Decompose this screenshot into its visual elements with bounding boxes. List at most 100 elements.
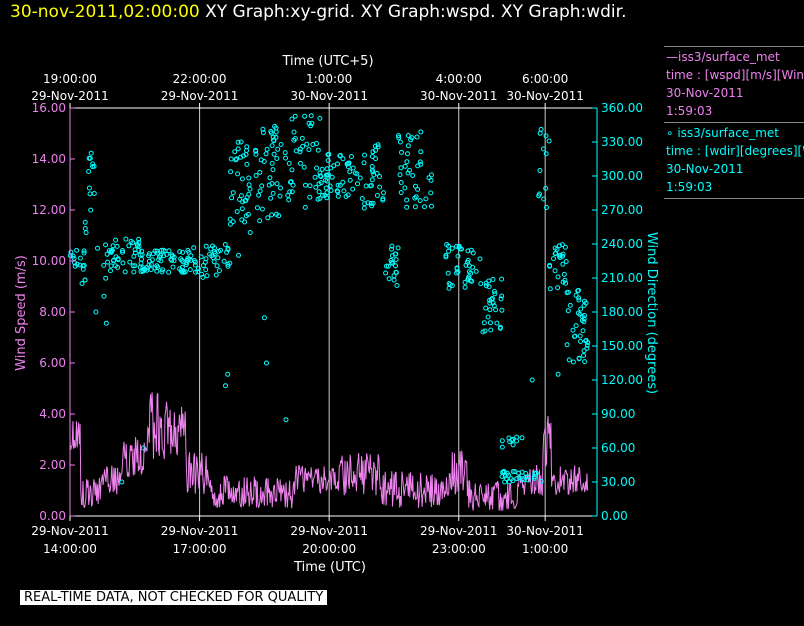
wind-direction-point — [283, 155, 288, 161]
wind-direction-point — [297, 160, 303, 166]
wind-direction-point — [418, 149, 424, 155]
wind-direction-point — [101, 262, 107, 268]
wind-direction-point — [502, 473, 508, 479]
wind-direction-point — [575, 310, 581, 316]
wind-direction-point — [477, 256, 483, 262]
wind-direction-point — [269, 143, 275, 149]
wind-direction-point — [91, 191, 97, 196]
x-top-tick-time: 22:00:00 — [173, 72, 227, 86]
wind-direction-point — [319, 166, 325, 172]
wind-direction-point — [352, 170, 358, 176]
title-graph-list: XY Graph:xy-grid. XY Graph:wspd. XY Grap… — [199, 2, 627, 22]
wind-direction-point — [154, 268, 160, 274]
x-bottom-axis-label: Time (UTC) — [293, 560, 366, 575]
wind-direction-point — [237, 196, 242, 202]
wind-direction-point — [377, 174, 382, 179]
legend-wspd-variable: time : [wspd][m/s][Wind — [666, 68, 804, 82]
wind-direction-point — [584, 342, 590, 348]
wind-direction-point — [177, 249, 183, 255]
wind-direction-point — [235, 171, 241, 177]
wind-direction-point — [239, 176, 245, 182]
wind-direction-point — [329, 174, 335, 180]
wind-direction-point — [105, 259, 111, 265]
wind-direction-point — [158, 258, 164, 264]
wind-direction-point — [289, 116, 295, 122]
wind-direction-point — [573, 292, 579, 298]
wind-direction-point — [211, 259, 217, 265]
wind-direction-point — [113, 254, 119, 260]
wind-direction-point — [555, 285, 561, 291]
wind-direction-point — [392, 251, 398, 257]
wind-direction-point — [138, 269, 144, 274]
wind-direction-point — [486, 284, 492, 290]
wind-direction-point — [459, 246, 464, 252]
wind-direction-point — [538, 478, 544, 484]
wind-direction-point — [514, 434, 520, 440]
wind-direction-point — [91, 163, 97, 169]
wind-direction-point — [138, 260, 144, 266]
wind-direction-point — [563, 259, 569, 264]
wind-direction-point — [396, 135, 402, 141]
wind-direction-point — [374, 193, 380, 198]
wind-direction-point — [70, 253, 76, 259]
wind-direction-point — [264, 360, 269, 366]
x-bottom-tick-date: 29-Nov-2011 — [290, 524, 368, 538]
x-top-tick-date: 30-Nov-2011 — [506, 89, 584, 103]
wind-direction-point — [273, 125, 279, 131]
wind-direction-point — [514, 476, 520, 482]
wind-direction-point — [487, 320, 493, 326]
wind-direction-point — [253, 173, 259, 178]
wind-direction-point — [277, 193, 283, 199]
wind-direction-point — [170, 264, 176, 270]
wind-direction-point — [557, 255, 563, 261]
wind-direction-point — [276, 213, 282, 219]
y-left-axis-label: Wind Speed (m/s) — [14, 255, 29, 371]
wind-direction-point — [227, 260, 233, 266]
legend-line-swatch: — — [666, 50, 678, 64]
wind-direction-point — [186, 249, 192, 255]
wind-direction-point — [449, 283, 455, 289]
wind-direction-point — [564, 290, 570, 296]
wind-direction-point — [112, 263, 118, 269]
wind-direction-point — [258, 157, 264, 163]
wind-direction-point — [314, 141, 319, 146]
wind-direction-point — [393, 263, 398, 269]
y-right-tick-label: 270.00 — [601, 203, 643, 217]
wind-direction-point — [559, 242, 565, 248]
wind-direction-point — [233, 157, 239, 163]
wind-direction-point — [544, 205, 549, 210]
wind-direction-point — [581, 348, 587, 354]
x-bottom-tick-time: 14:00:00 — [43, 542, 97, 556]
wind-direction-point — [82, 226, 88, 231]
wind-direction-point — [340, 179, 346, 185]
wind-direction-point — [120, 260, 126, 266]
wind-direction-point — [234, 156, 240, 162]
wind-direction-point — [203, 267, 209, 273]
wind-direction-point — [492, 291, 498, 297]
wind-direction-point — [578, 339, 583, 344]
wind-direction-point — [344, 161, 350, 167]
wind-direction-point — [335, 161, 340, 167]
wind-direction-point — [146, 253, 152, 259]
wind-direction-point — [131, 269, 137, 275]
wind-direction-point — [393, 269, 399, 275]
wind-direction-point — [531, 475, 537, 481]
wind-direction-point — [192, 259, 198, 265]
wind-direction-point — [257, 169, 263, 175]
wind-direction-point — [565, 308, 571, 314]
wind-direction-point — [86, 155, 92, 161]
wind-direction-point — [408, 137, 414, 143]
wind-direction-point — [312, 174, 318, 180]
wind-speed-series — [69, 392, 589, 511]
wind-direction-point — [482, 328, 488, 334]
y-left-tick-label: 4.00 — [39, 407, 66, 421]
wind-direction-point — [215, 255, 221, 261]
wind-direction-point — [109, 247, 115, 253]
wind-direction-point — [583, 337, 589, 343]
wind-direction-point — [114, 243, 120, 249]
wind-direction-point — [362, 201, 368, 207]
wind-direction-point — [122, 269, 128, 275]
legend-wspd-time: 1:59:03 — [666, 104, 713, 118]
wind-direction-point — [582, 359, 588, 365]
wind-direction-point — [289, 189, 295, 195]
